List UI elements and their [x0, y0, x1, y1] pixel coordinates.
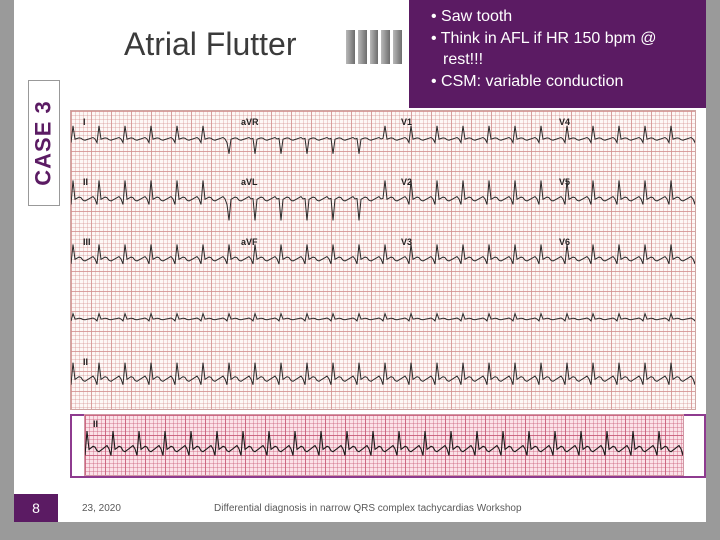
callout-box: Saw tooth Think in AFL if HR 150 bpm @ r… — [409, 0, 706, 108]
case-label-text: CASE 3 — [31, 100, 57, 185]
callout-item: Think in AFL if HR 150 bpm @ rest!!! — [443, 28, 692, 71]
page-number: 8 — [14, 494, 58, 522]
callout-item: Saw tooth — [443, 6, 692, 28]
case-label-box: CASE 3 — [28, 80, 60, 206]
ecg-trace — [71, 111, 696, 410]
callout-list: Saw tooth Think in AFL if HR 150 bpm @ r… — [431, 6, 692, 92]
footer-workshop-title: Differential diagnosis in narrow QRS com… — [214, 503, 522, 514]
slide-title: Atrial Flutter — [124, 26, 296, 63]
lead-label: II — [93, 419, 98, 429]
slide: Atrial Flutter Saw tooth Think in AFL if… — [14, 0, 706, 522]
ecg-12lead: IaVRV1V4IIaVLV2V5IIIaVFV3V6II — [70, 110, 696, 410]
callout-item: CSM: variable conduction — [443, 71, 692, 93]
ecg-rhythm-strip: II — [84, 414, 684, 476]
footer-date: 23, 2020 — [82, 503, 121, 514]
ecg-trace-rhythm — [85, 415, 684, 476]
title-gradient-bars — [346, 30, 402, 64]
